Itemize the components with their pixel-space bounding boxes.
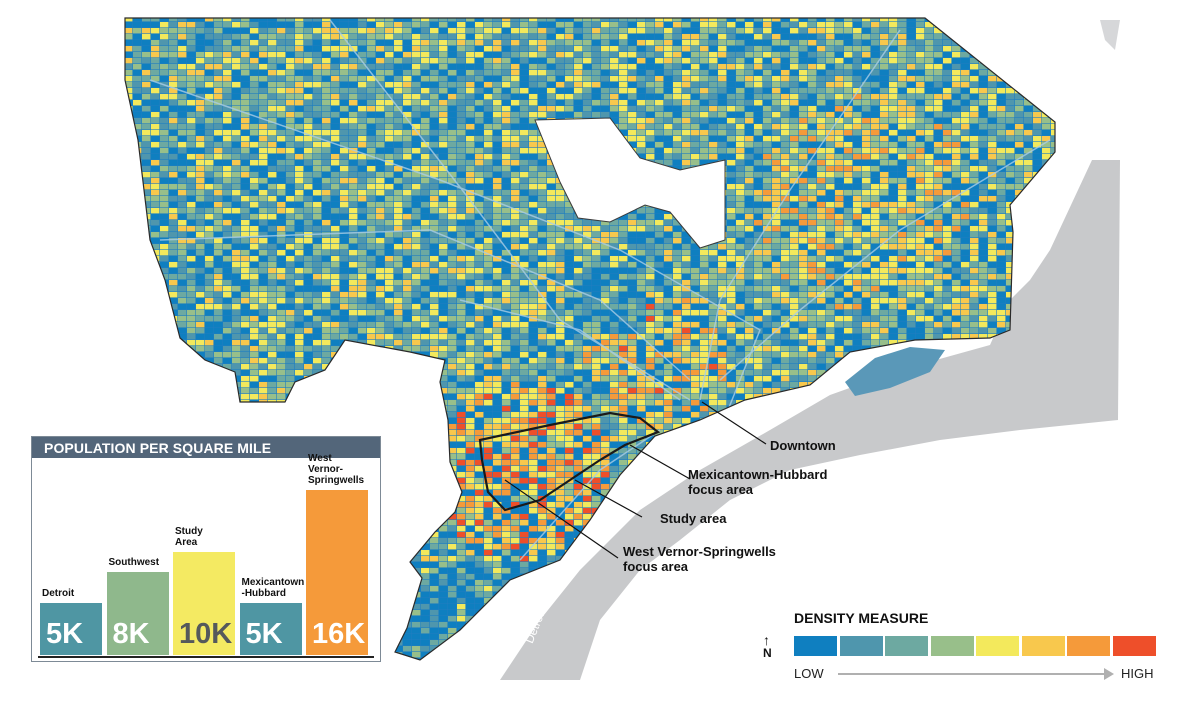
legend-title: DENSITY MEASURE [794,610,929,626]
inset-plot-area: 5K Detroit 8K Southwest 10K Study Area 5K Mexica… [32,453,380,657]
legend-low-label: LOW [794,666,824,681]
legend-gradient-arrow [838,673,1108,675]
peche-island [1100,20,1120,50]
legend-swatch [930,636,974,656]
legend-high-label: HIGH [1121,666,1154,681]
bar-mexicantown-hubbard: 5K [239,603,302,655]
bar-category-label: West Vernor- Springwells [308,453,365,486]
inset-baseline [38,656,374,658]
label-downtown: Downtown [770,438,836,453]
inset-title: POPULATION PER SQUARE MILE [44,440,272,456]
inset-header: POPULATION PER SQUARE MILE [32,437,380,458]
bar-value-label: 8K [112,618,150,650]
bar-category-label: Detroit [42,588,75,599]
legend-swatch [976,636,1019,656]
legend-swatch [1067,636,1110,656]
bar-category-label: Southwest [108,557,160,568]
highland-park-enclave [534,117,726,249]
bar-category-label: Mexicantown -Hubbard [241,577,305,599]
bar-value-label: 5K [245,618,283,650]
bar-west-vernor-springwells: 16K [306,490,368,655]
label-west-vernor-springwells: West Vernor-Springwells focus area [623,544,776,574]
legend-swatch [1021,636,1065,656]
belle-isle [845,347,945,396]
annotation-leader-lines [504,401,767,559]
bar-study-area: 10K [173,552,235,655]
bar-value-label: 16K [312,618,366,650]
bar-southwest: 8K [106,572,169,655]
label-mexicantown-hubbard: Mexicantown-Hubbard focus area [688,467,828,497]
legend-swatch [794,636,837,656]
city-boundary [124,17,1056,661]
legend-swatch [1112,636,1156,656]
bar-value-label: 10K [179,618,233,650]
legend-swatch [885,636,928,656]
north-arrow-icon: ↑ [763,632,770,648]
legend-arrow-head-icon [1104,668,1114,680]
bar-detroit: 5K [40,603,102,655]
study-area-outline [478,411,661,512]
north-label: N [763,646,772,660]
legend-swatch [839,636,883,656]
population-inset-chart: POPULATION PER SQUARE MILE 5K Detroit 8K So… [31,436,381,662]
bar-value-label: 5K [46,618,84,650]
label-study-area: Study area [660,511,727,526]
water-body [500,160,1120,680]
bar-category-label: Study Area [175,526,203,548]
